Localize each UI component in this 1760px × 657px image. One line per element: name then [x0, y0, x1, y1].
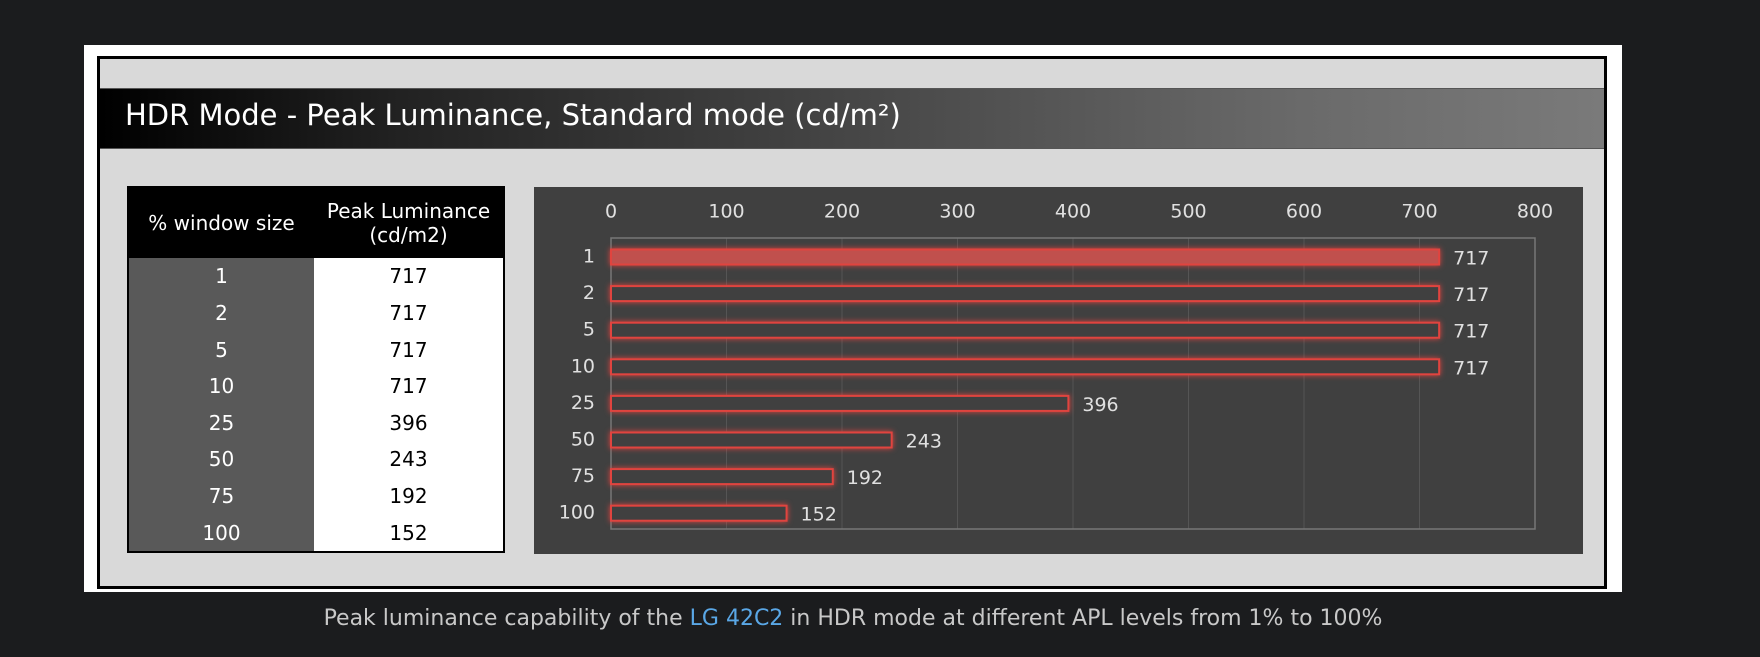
- y-tick-label: 75: [571, 465, 595, 487]
- table-cell: 1: [129, 258, 314, 295]
- y-tick-label: 2: [583, 282, 595, 304]
- bar: [610, 358, 1441, 376]
- data-label: 396: [1082, 394, 1118, 416]
- table-cell: 100: [129, 514, 314, 551]
- x-tick-label: 600: [1286, 201, 1322, 223]
- y-tick-label: 5: [583, 319, 595, 341]
- table-header-line: Peak Luminance: [326, 199, 491, 223]
- table-cell: 717: [314, 367, 503, 405]
- table-cell: 5: [129, 331, 314, 368]
- table-cell: 25: [129, 404, 314, 442]
- table-cell: 396: [314, 404, 503, 442]
- table-cell: 717: [314, 294, 503, 332]
- figure-title: HDR Mode - Peak Luminance, Standard mode…: [125, 98, 901, 132]
- data-label: 717: [1453, 357, 1489, 379]
- data-label: 152: [801, 504, 837, 526]
- bar: [610, 468, 834, 486]
- table-cell: 50: [129, 441, 314, 478]
- x-tick-label: 300: [939, 201, 975, 223]
- x-tick-label: 200: [824, 201, 860, 223]
- y-tick-label: 1: [583, 246, 595, 268]
- caption-text: in HDR mode at different APL levels from…: [783, 606, 1383, 631]
- y-tick-label: 100: [559, 502, 595, 524]
- data-label: 192: [847, 467, 883, 489]
- table-cell: 192: [314, 477, 503, 515]
- table: % window size Peak Luminance (cd/m2) 1 717 2 7…: [127, 186, 505, 553]
- bar: [610, 321, 1441, 339]
- x-tick-label: 0: [605, 201, 617, 223]
- bar: [610, 394, 1070, 412]
- caption: Peak luminance capability of the LG 42C2…: [0, 606, 1706, 631]
- x-tick-label: 700: [1401, 201, 1437, 223]
- bar: [610, 431, 893, 449]
- table-cell: 152: [314, 514, 503, 551]
- plot-border: [610, 237, 1536, 530]
- table-cell: 717: [314, 331, 503, 368]
- y-tick-label: 10: [571, 355, 595, 377]
- table-cell: 717: [314, 258, 503, 295]
- x-tick-label: 500: [1170, 201, 1206, 223]
- data-label: 717: [1453, 284, 1489, 306]
- table-cell: 243: [314, 441, 503, 478]
- bar: [610, 504, 788, 522]
- table-cell: 2: [129, 294, 314, 332]
- y-tick-label: 50: [571, 429, 595, 451]
- x-tick-label: 800: [1517, 201, 1553, 223]
- table-header-line: (cd/m2): [369, 223, 448, 247]
- x-tick-label: 400: [1055, 201, 1091, 223]
- table-header: % window size: [129, 188, 314, 258]
- bar: [610, 248, 1441, 266]
- table-header: Peak Luminance (cd/m2): [314, 188, 503, 258]
- data-label: 717: [1453, 248, 1489, 270]
- title-band: [100, 88, 1604, 149]
- chart: 0 100 200 300 400 500 600 700 800 1 717 2 717 5 717 10 7…: [534, 187, 1583, 554]
- caption-text: Peak luminance capability of the: [323, 606, 690, 631]
- bar: [610, 285, 1441, 303]
- caption-link[interactable]: LG 42C2: [689, 606, 784, 631]
- x-tick-label: 100: [708, 201, 744, 223]
- data-label: 717: [1453, 321, 1489, 343]
- table-cell: 10: [129, 367, 314, 405]
- table-cell: 75: [129, 477, 314, 515]
- y-tick-label: 25: [571, 392, 595, 414]
- data-label: 243: [906, 431, 942, 453]
